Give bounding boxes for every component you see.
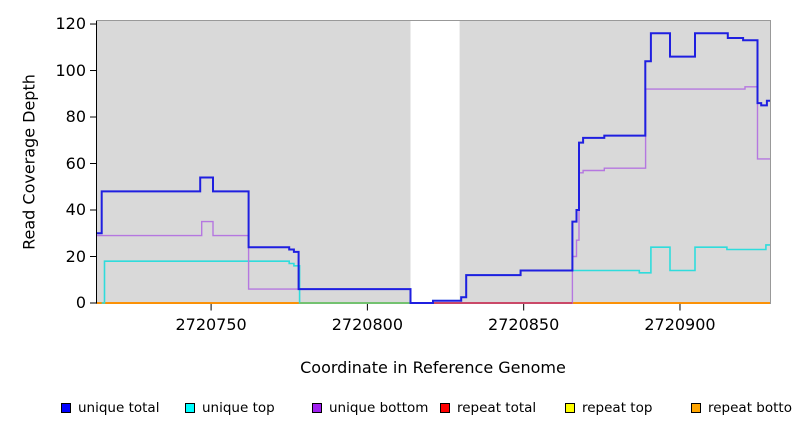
x-tick-label: 2720900 [644,315,716,334]
y-axis-label: Read Coverage Depth [19,74,39,250]
series-unique-bottom [97,86,770,304]
x-tick-label: 2720800 [331,315,403,334]
y-tick-label: 120 [55,14,86,34]
x-axis-label: Coordinate in Reference Genome [300,358,566,377]
y-tick-label: 60 [65,153,86,173]
y-tick-label: 100 [55,60,86,80]
y-tick-label: 80 [65,107,86,126]
x-tick-label: 2720850 [488,315,560,334]
y-tick-label: 40 [65,200,86,219]
y-tick-label: 20 [65,246,86,266]
masked-region-band [410,21,460,303]
series-unique-total [97,32,770,304]
y-tick-label: 0 [75,293,86,312]
x-tick-label: 2720750 [175,315,247,334]
